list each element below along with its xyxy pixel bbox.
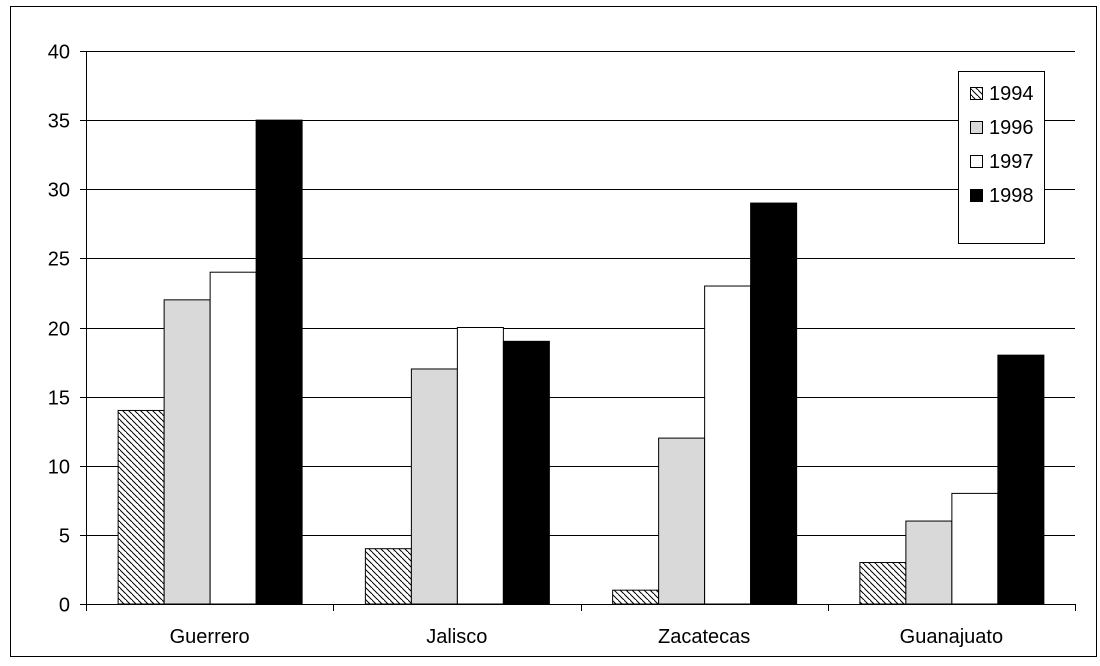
- legend-swatch-1994: [970, 87, 983, 100]
- bar-1997-guanajuato: [951, 492, 999, 605]
- bar-1997-guerrero: [209, 271, 257, 605]
- y-tick-label: 25: [48, 249, 70, 271]
- bar-1998-guanajuato: [997, 354, 1045, 605]
- bar-1994-guanajuato: [859, 562, 907, 605]
- legend: 1994 1996 1997 1998: [958, 71, 1045, 244]
- y-tick-label: 30: [48, 180, 70, 202]
- y-tick-label: 15: [48, 388, 70, 410]
- bar-1996-jalisco: [410, 368, 458, 605]
- y-tick-label: 5: [59, 526, 70, 548]
- bar-1996-guerrero: [163, 299, 211, 605]
- x-category-label: Jalisco: [426, 626, 487, 648]
- bar-1997-jalisco: [456, 327, 504, 605]
- bar-1994-zacatecas: [612, 589, 660, 605]
- axes: [86, 51, 1075, 605]
- y-tick-label: 20: [48, 319, 70, 341]
- bar-1996-zacatecas: [658, 437, 706, 605]
- x-category-label: Zacatecas: [658, 626, 750, 648]
- x-category-label: Guerrero: [170, 626, 250, 648]
- bar-1997-zacatecas: [704, 285, 752, 605]
- bar-1994-guerrero: [117, 409, 165, 605]
- legend-label: 1997: [989, 151, 1034, 173]
- x-axis-categories: Guerrero Jalisco Zacatecas Guanajuato: [86, 604, 1076, 648]
- y-tick-label: 10: [48, 457, 70, 479]
- legend-swatch-1997: [970, 155, 983, 168]
- bar-1998-guerrero: [255, 119, 303, 605]
- legend-swatch-1998: [970, 189, 983, 202]
- legend-swatch-1996: [970, 121, 983, 134]
- x-category-label: Guanajuato: [900, 626, 1003, 648]
- y-tick-label: 40: [48, 42, 70, 64]
- bar-1998-jalisco: [502, 340, 550, 605]
- legend-label: 1994: [989, 83, 1034, 105]
- legend-label: 1998: [989, 185, 1034, 207]
- bars: [117, 119, 1045, 605]
- chart-border: [10, 6, 1097, 657]
- legend-label: 1996: [989, 117, 1034, 139]
- bar-1998-zacatecas: [750, 202, 798, 605]
- y-tick-label: 35: [48, 111, 70, 133]
- bar-1994-jalisco: [364, 548, 412, 605]
- y-axis-ticks: 0 5 10 15 20 25 30 35 40: [48, 42, 86, 617]
- y-tick-label: 0: [59, 595, 70, 617]
- bar-1996-guanajuato: [905, 520, 953, 605]
